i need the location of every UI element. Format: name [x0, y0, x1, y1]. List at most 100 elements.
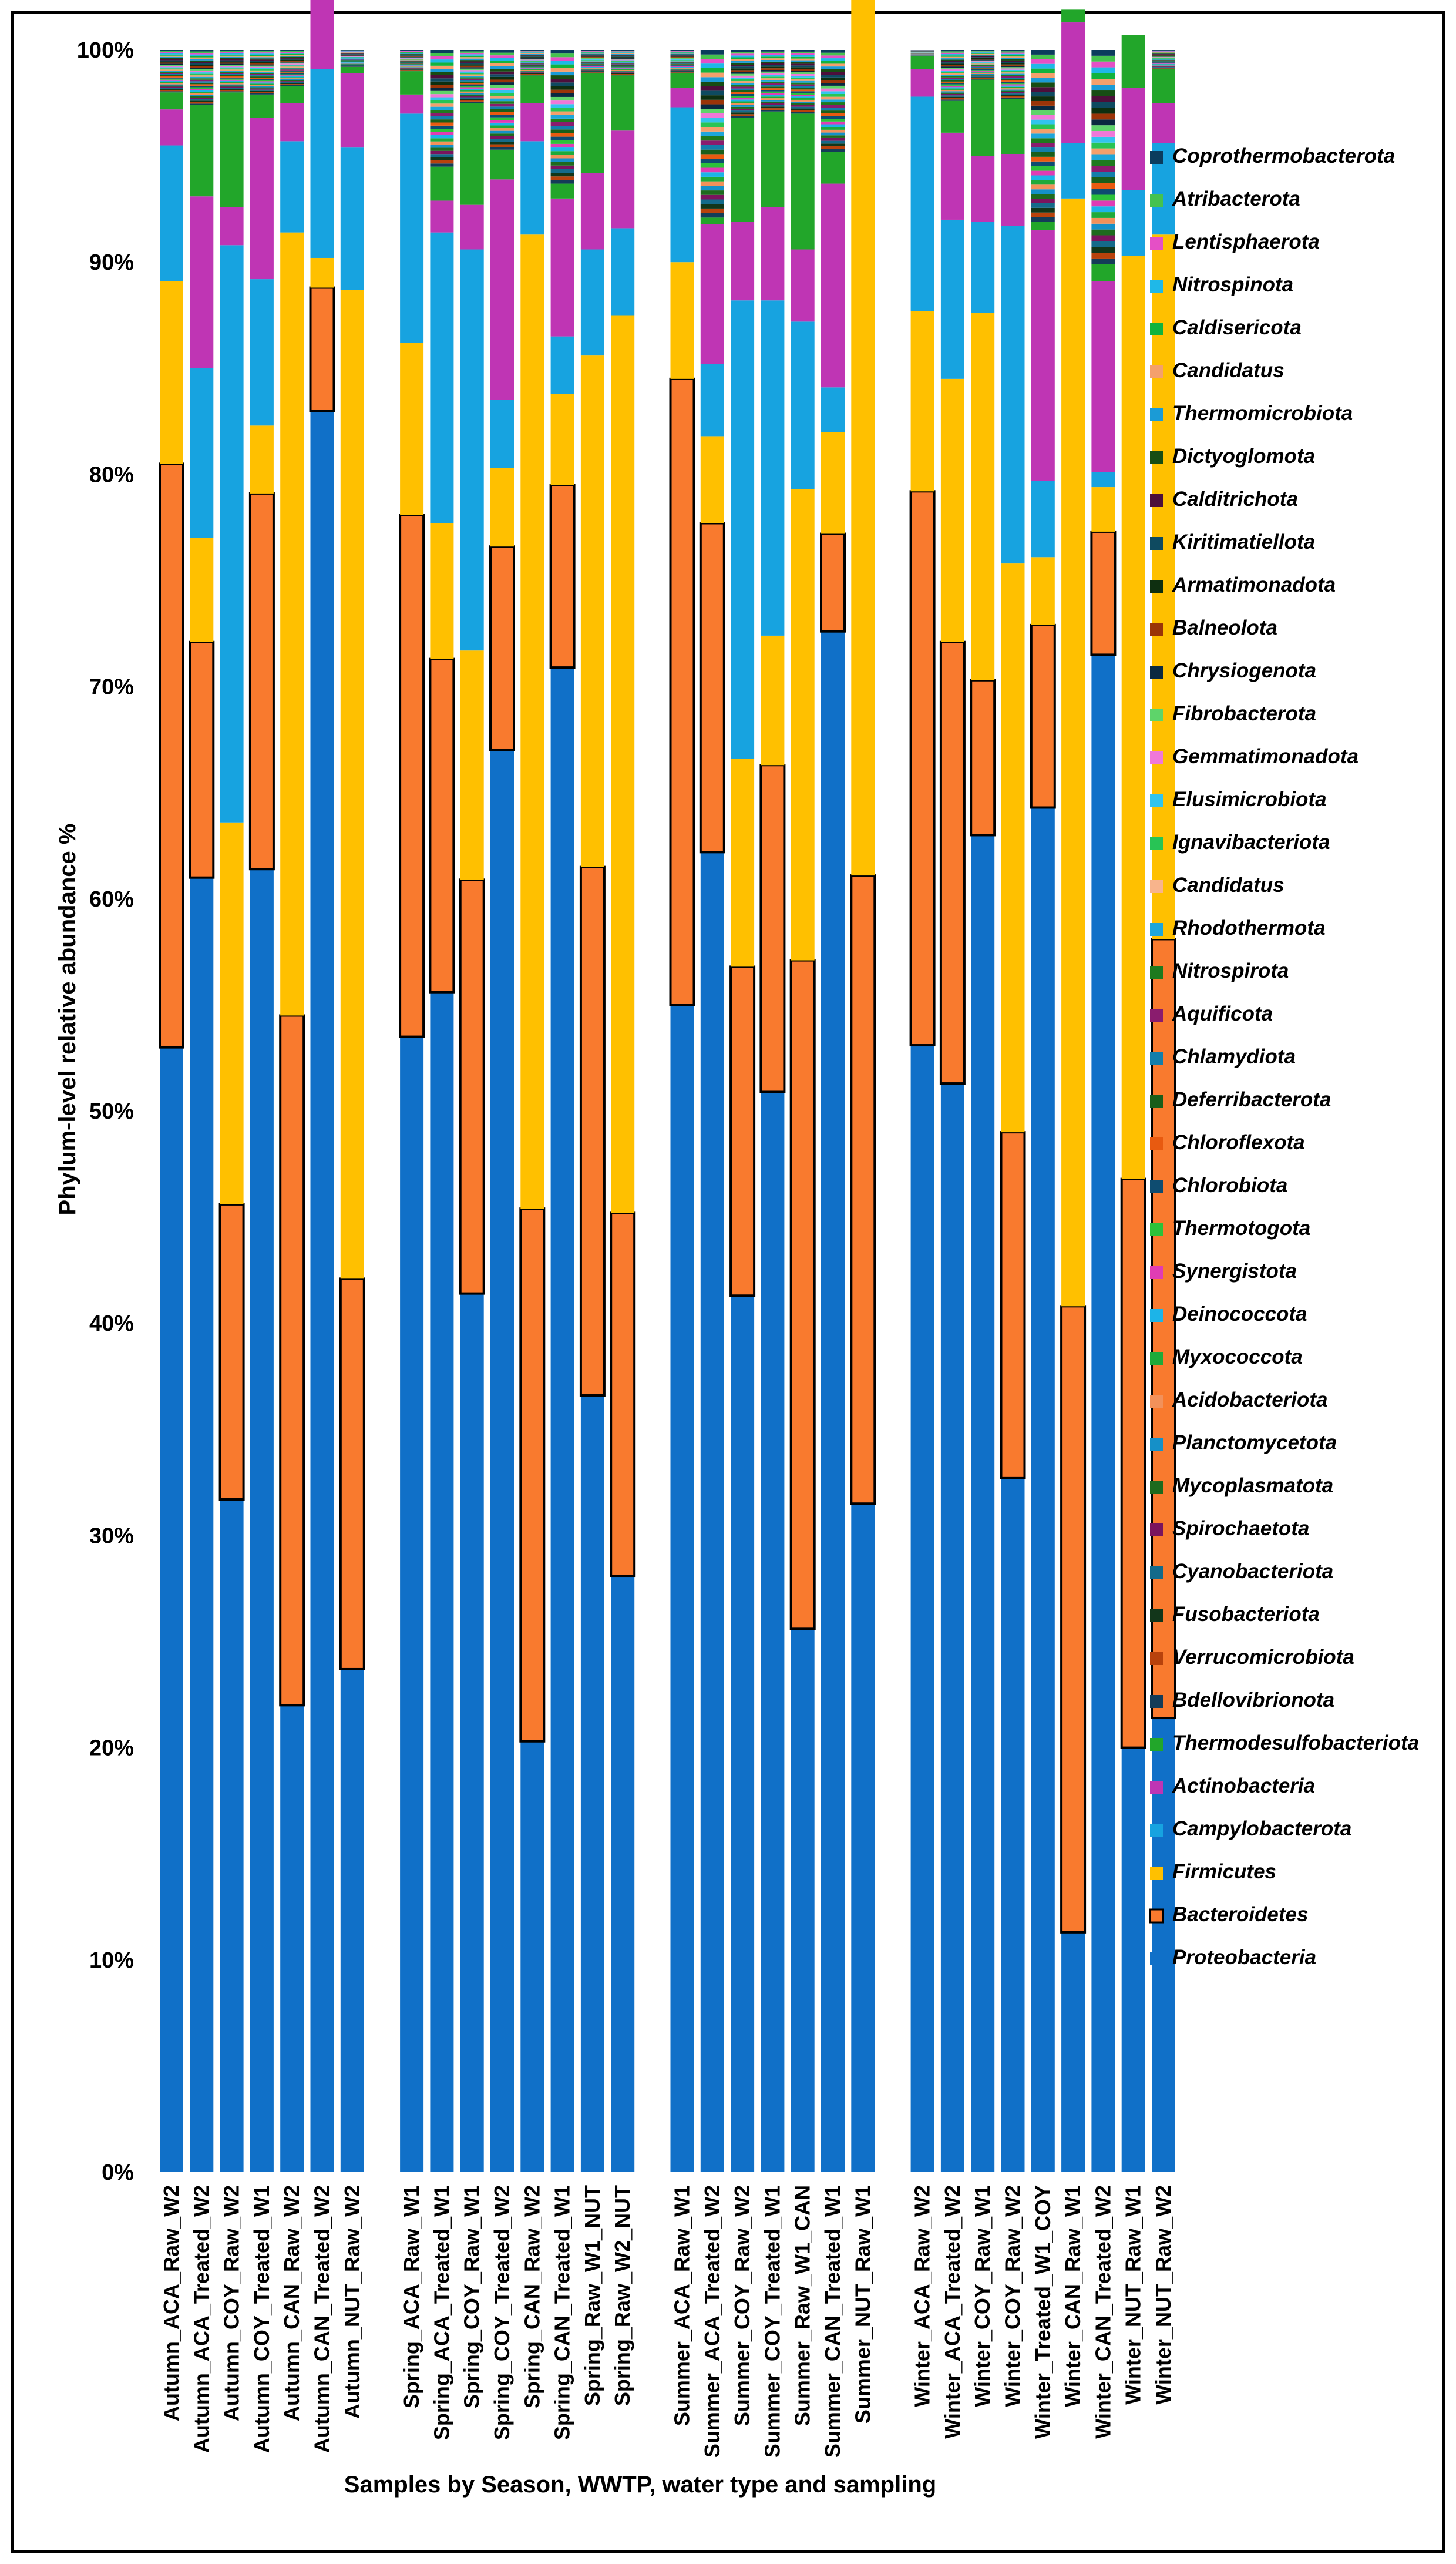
bar-segment-minor	[791, 67, 815, 69]
legend-label: Fusobacteriota	[1172, 1603, 1320, 1626]
bar-segment-minor	[220, 82, 244, 83]
bar-segment-minor	[430, 141, 454, 145]
legend-item: Dictyoglomota	[1150, 445, 1315, 468]
bar-segment-thermodesulfobacteriota	[490, 149, 514, 180]
bar-segment-campylobacterota	[250, 279, 274, 426]
bar-segment-minor	[791, 74, 815, 76]
bar-segment-minor	[580, 70, 604, 71]
bar-segment-minor	[791, 50, 815, 52]
bar-segment-bacteroidetes	[1120, 1177, 1146, 1749]
bar-segment-thermodesulfobacteriota	[430, 166, 454, 201]
bar-stack	[850, 0, 876, 2172]
bar-segment-minor	[580, 53, 604, 55]
bar-segment-minor	[460, 88, 484, 90]
bar-segment-minor	[490, 63, 514, 66]
bar-segment-minor	[940, 91, 964, 93]
bar-segment-minor	[490, 103, 514, 107]
bar-segment-minor	[220, 85, 244, 87]
bar-segment-minor	[220, 71, 244, 72]
bar-segment-minor	[280, 59, 304, 61]
bar-segment-minor	[430, 157, 454, 160]
bar-segment-minor	[791, 110, 815, 112]
bar-segment-minor	[430, 56, 454, 60]
bar-segment-minor	[490, 122, 514, 126]
bar-segment-minor	[550, 173, 574, 177]
bar-segment-minor	[1152, 63, 1175, 65]
bar-segment-minor	[340, 50, 364, 51]
bar-segment-actinobacteria	[700, 224, 724, 364]
bar-segment-minor	[971, 52, 995, 53]
bar-segment-minor	[761, 58, 785, 60]
bar-segment-minor	[731, 64, 755, 67]
bar-segment-minor	[821, 108, 845, 111]
bar-segment-minor	[791, 93, 815, 95]
bar-segment-bacteroidetes	[339, 1277, 365, 1670]
bar-segment-actinobacteria	[1121, 88, 1145, 190]
bar-segment-minor	[1152, 66, 1175, 68]
bar-segment-minor	[1001, 68, 1025, 70]
bar-segment-minor	[190, 63, 214, 65]
bar-segment-minor	[1091, 212, 1115, 218]
bar-segment-thermodesulfobacteriota	[611, 75, 635, 131]
bar-segment-proteobacteria	[280, 1705, 304, 2172]
legend-label: Chlamydiota	[1172, 1045, 1296, 1068]
x-tick-label: Winter_Treated_W1_COY	[1031, 2185, 1055, 2439]
y-tick-labels: 0% 10% 20% 30% 40% 50% 60% 70% 80% 90% 100%	[77, 38, 134, 2185]
bar-segment-minor	[280, 79, 304, 80]
bar-segment-minor	[550, 155, 574, 159]
bar-segment-minor	[160, 78, 183, 80]
bar-segment-minor	[1031, 180, 1055, 185]
bar-segment-minor	[550, 53, 574, 58]
bar-segment-proteobacteria	[220, 1499, 244, 2172]
bar-segment-minor	[430, 75, 454, 79]
bar-segment-minor	[611, 53, 635, 55]
bar-segment-minor	[160, 59, 183, 61]
x-tick-label: Spring_ACA_Treated_W1	[429, 2185, 453, 2440]
bar-stack	[429, 50, 455, 2172]
legend-label: Verrucomicrobiota	[1172, 1646, 1354, 1669]
bar-segment-minor	[430, 147, 454, 151]
bar-segment-minor	[580, 66, 604, 67]
bar-segment-actinobacteria	[1001, 153, 1025, 226]
bar-segment-minor	[670, 66, 694, 67]
bar-segment-actinobacteria	[940, 132, 964, 220]
bar-segment-minor	[220, 61, 244, 63]
bar-segment-minor	[791, 55, 815, 57]
bar-stack	[189, 50, 215, 2172]
bar-segment-minor	[791, 105, 815, 107]
bar-segment-actinobacteria	[761, 207, 785, 301]
bar-segment-minor	[940, 92, 964, 94]
bar-segment-minor	[400, 68, 424, 69]
bar-segment-thermodesulfobacteriota	[821, 152, 845, 184]
bar-segment-campylobacterota	[611, 228, 635, 316]
bar-segment-minor	[1031, 147, 1055, 152]
bar-segment-thermodesulfobacteriota	[971, 79, 995, 156]
bar-segment-minor	[940, 59, 964, 61]
bar-segment-minor	[550, 169, 574, 173]
bar-segment-minor	[731, 61, 755, 63]
legend-item: Chlamydiota	[1150, 1045, 1296, 1068]
bar-stack	[309, 0, 335, 2172]
bar-segment-minor	[190, 98, 214, 99]
bar-segment-minor	[940, 66, 964, 68]
bar-segment-proteobacteria	[160, 1047, 183, 2172]
legend-item: Thermomicrobiota	[1150, 402, 1353, 425]
bar-segment-minor	[580, 58, 604, 59]
bar-segment-minor	[971, 59, 995, 61]
bar-segment-minor	[821, 137, 845, 141]
bar-segment-minor	[821, 93, 845, 97]
legend-label: Armatimonadota	[1172, 573, 1336, 596]
bar-segment-proteobacteria	[700, 852, 724, 2173]
bar-segment-minor	[791, 82, 815, 85]
bar-stack	[459, 50, 485, 2172]
bar-segment-minor	[220, 60, 244, 62]
y-tick-label: 0%	[102, 2160, 134, 2185]
legend-swatch	[1150, 1952, 1163, 1965]
bar-segment-minor	[280, 72, 304, 73]
bar-segment-minor	[190, 54, 214, 56]
legend-item: Fibrobacterota	[1150, 702, 1316, 725]
legend-item: Bdellovibrionota	[1150, 1689, 1334, 1711]
bar-segment-minor	[1001, 73, 1025, 75]
bar-segment-minor	[611, 56, 635, 57]
bar-segment-minor	[670, 63, 694, 65]
